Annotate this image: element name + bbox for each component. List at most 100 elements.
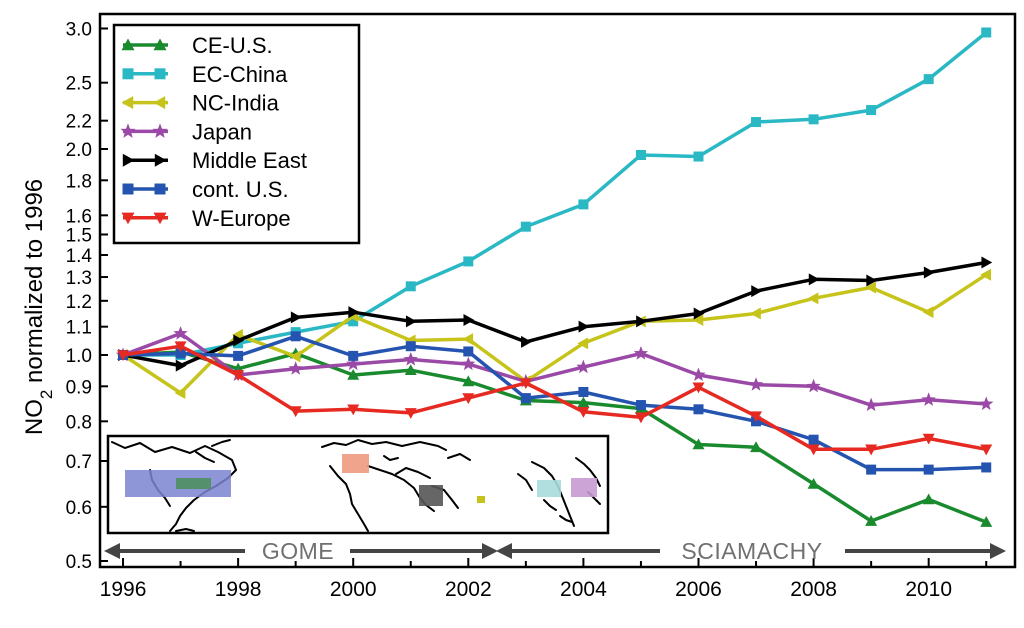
legend-label: CE-U.S. (192, 33, 273, 58)
inset-map (106, 434, 610, 535)
data-point (519, 378, 532, 390)
legend-label: W-Europe (192, 206, 291, 231)
region-w-europe (342, 454, 369, 473)
data-point (693, 151, 704, 162)
legend-marker (153, 212, 167, 225)
y-tick-label: 3.0 (66, 20, 92, 41)
data-point (634, 412, 647, 424)
legend-label: NC-India (192, 91, 280, 116)
y-tick-label: 1.5 (66, 225, 92, 246)
inset-map-coastlines (111, 439, 601, 532)
data-point (290, 331, 301, 342)
data-point (175, 348, 186, 359)
legend-marker (154, 183, 166, 195)
data-point (173, 326, 188, 340)
data-point (520, 393, 531, 404)
data-point (461, 356, 476, 371)
y-tick-label: 0.5 (66, 552, 92, 573)
y-tick-label: 1.1 (66, 318, 92, 339)
x-tick-label: 1998 (215, 578, 262, 601)
series-w-europe (117, 341, 993, 456)
legend-marker (122, 183, 134, 195)
x-tick-label: 1996 (100, 578, 147, 601)
legend-marker (121, 38, 135, 51)
region-japan (571, 478, 597, 497)
x-axis-ticks: 1996 1998 2000 2002 2004 2006 2008 2010 (100, 558, 988, 601)
y-tick-label: 1.6 (66, 206, 92, 227)
legend-marker (154, 153, 167, 167)
y-tick-label: 2.2 (66, 112, 92, 133)
data-point (347, 368, 360, 380)
data-point (463, 346, 474, 357)
data-point (462, 333, 474, 346)
data-point (866, 105, 877, 116)
series-line (123, 31, 988, 357)
data-point (635, 150, 646, 161)
region-nc-india (477, 496, 485, 503)
y-tick-label: 1.2 (66, 292, 92, 313)
legend-box (112, 23, 361, 245)
data-point (289, 350, 301, 363)
legend-marker (120, 123, 136, 138)
legend-item: W-Europe (121, 206, 291, 231)
region-middle-east (419, 485, 443, 506)
data-point (922, 433, 935, 445)
legend-item: NC-India (121, 91, 280, 116)
data-point (808, 114, 819, 125)
data-point (750, 441, 763, 453)
data-point (692, 382, 705, 394)
y-axis-ticks: 0.5 0.6 0.7 0.8 0.9 1.0 1.1 1.2 1.31.41.51.6 1.8 2… (66, 20, 108, 573)
legend-marker (152, 123, 168, 138)
data-point (692, 313, 704, 326)
data-point (748, 377, 764, 391)
data-point (348, 350, 359, 361)
sciamachy-arrowhead-left (496, 543, 512, 559)
data-point (404, 408, 417, 419)
x-tick-label: 2000 (330, 578, 377, 601)
data-point (290, 311, 302, 324)
instrument-periods: GOME SCIAMACHY (104, 538, 1006, 564)
legend-item: Middle East (122, 148, 307, 173)
data-point (288, 361, 303, 375)
legend-item: CE-U.S. (121, 33, 273, 58)
data-point (576, 359, 591, 374)
data-point (865, 281, 876, 294)
series-line (122, 350, 987, 524)
region-ec-china (537, 480, 561, 497)
data-point (521, 335, 532, 348)
data-point (866, 464, 877, 475)
data-point (635, 400, 646, 411)
data-point (174, 341, 187, 353)
data-point (404, 364, 417, 376)
data-point (232, 370, 245, 381)
x-tick-label: 2008 (790, 578, 837, 601)
data-point (577, 337, 589, 350)
data-point (923, 464, 934, 475)
data-point (866, 274, 878, 287)
legend-marker (153, 96, 166, 110)
legend-item: Japan (120, 119, 252, 144)
data-point (463, 313, 475, 326)
data-point (577, 396, 590, 408)
data-point (233, 350, 244, 361)
data-point (807, 444, 820, 456)
x-tick-label: 2006 (675, 578, 722, 601)
x-tick-label: 2002 (445, 578, 492, 601)
y-tick-label: 1.4 (66, 246, 93, 267)
legend: CE-U.S. EC-China NC-India Japan Middle East c… (112, 23, 361, 245)
y-tick-label: 0.8 (66, 412, 92, 433)
data-point (233, 334, 245, 347)
data-point (922, 493, 935, 505)
data-point (633, 346, 649, 360)
series-line (122, 344, 987, 452)
data-point (578, 386, 589, 397)
data-point (979, 396, 994, 411)
data-point (347, 404, 360, 416)
data-point (693, 404, 704, 415)
y-axis-label: NO2 normalized to 1996 (21, 179, 56, 435)
data-point (346, 356, 361, 371)
data-point (923, 266, 935, 279)
gome-arrowhead-left (104, 543, 120, 559)
y-tick-label: 0.6 (66, 498, 92, 519)
legend-marker (154, 68, 166, 80)
